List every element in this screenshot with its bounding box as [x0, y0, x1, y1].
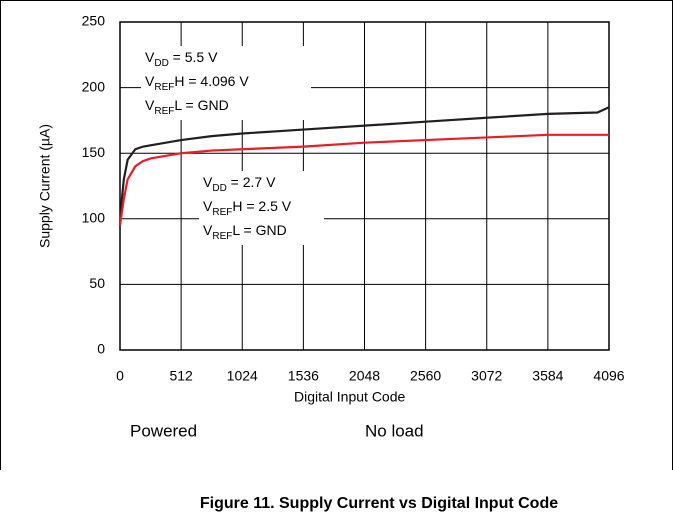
- y-tick-label: 100: [82, 210, 106, 226]
- y-tick-label: 200: [82, 78, 106, 94]
- annotation-part: V: [203, 174, 213, 190]
- note: No load: [365, 421, 424, 440]
- y-tick-label: 150: [82, 144, 106, 160]
- annotation: VREFL = GND: [203, 222, 287, 242]
- annotation-part: V: [203, 198, 213, 214]
- annotation-bg: [199, 171, 324, 245]
- caption: Figure 11. Supply Current vs Digital Inp…: [200, 495, 558, 512]
- annotation-bg: [141, 46, 311, 120]
- annotation-part: REF: [154, 106, 174, 117]
- plot-border: [119, 21, 610, 351]
- annotation: VDD = 5.5 V: [145, 49, 218, 69]
- annotation-part: = 5.5 V: [169, 49, 218, 65]
- annotation: VREFH = 2.5 V: [203, 198, 292, 218]
- annotation: VREFH = 4.096 V: [145, 73, 249, 93]
- annotation-part: V: [145, 73, 155, 89]
- x-tick-label: 3072: [471, 368, 502, 384]
- annotation-part: REF: [154, 82, 174, 93]
- x-tick-label: 0: [116, 368, 124, 384]
- annotation-part: = 2.7 V: [227, 174, 276, 190]
- annotation-part: L = GND: [174, 97, 228, 113]
- annotation: VDD = 2.7 V: [203, 174, 276, 194]
- y-tick-label: 250: [82, 13, 106, 29]
- y-axis-label: Supply Current (µA): [37, 124, 53, 248]
- annotation: VREFL = GND: [145, 97, 229, 117]
- annotation-part: H = 4.096 V: [174, 73, 249, 89]
- annotation-part: L = GND: [232, 222, 286, 238]
- x-tick-label: 3584: [532, 368, 563, 384]
- x-tick-label: 1536: [288, 368, 319, 384]
- annotation-part: V: [145, 49, 155, 65]
- annotation-part: H = 2.5 V: [232, 198, 291, 214]
- x-axis-label: Digital Input Code: [294, 389, 406, 405]
- annotation-part: REF: [212, 207, 232, 218]
- series-line: [118, 106, 610, 226]
- note: Powered: [130, 421, 197, 440]
- x-tick-label: 2048: [349, 368, 380, 384]
- series-line: [118, 133, 609, 226]
- y-tick-label: 50: [89, 275, 105, 291]
- annotation-part: V: [203, 222, 213, 238]
- annotation-part: REF: [212, 231, 232, 242]
- annotation-part: DD: [212, 183, 226, 194]
- annotation-part: V: [145, 97, 155, 113]
- x-tick-label: 2560: [410, 368, 441, 384]
- annotation-part: DD: [154, 58, 168, 69]
- y-tick-label: 0: [97, 341, 105, 357]
- x-tick-label: 512: [169, 368, 193, 384]
- x-tick-label: 4096: [593, 368, 624, 384]
- x-tick-label: 1024: [227, 368, 258, 384]
